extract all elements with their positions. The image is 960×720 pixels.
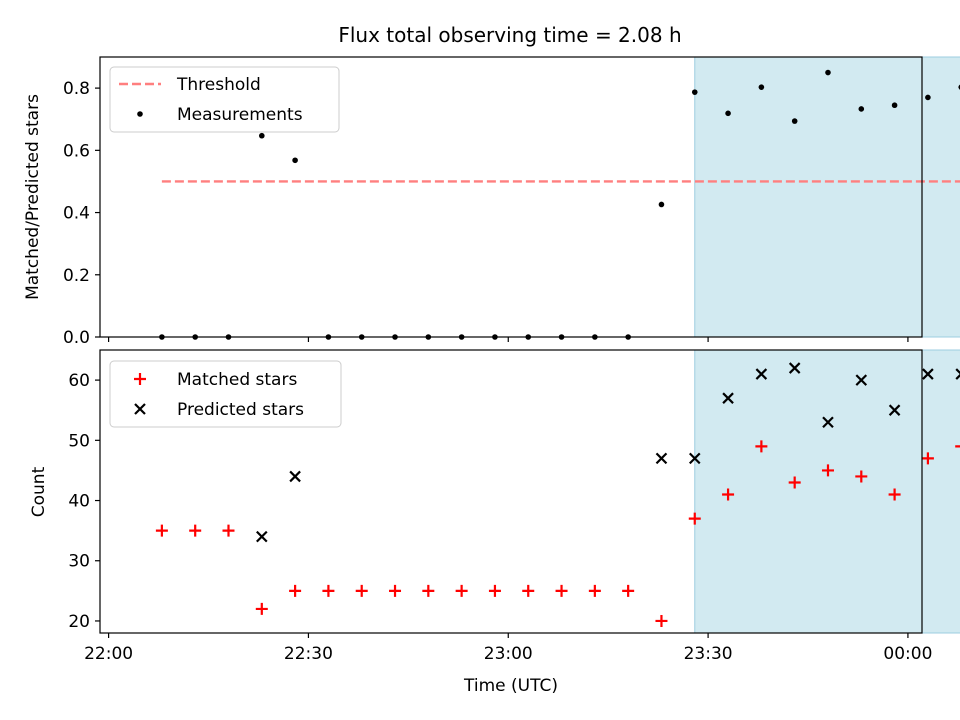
bot-ytick-label-20: 20 (68, 612, 90, 632)
legend-predicted-swatch (134, 403, 146, 415)
top-y-axis-label: Matched/Predicted stars (23, 94, 43, 300)
matched-stars-point-25 (955, 445, 960, 448)
bottom-plot-frame (99, 349, 923, 634)
matched-stars-point-9 (422, 584, 435, 597)
matched-stars-point-22 (855, 470, 868, 483)
bot-ytick-label-50: 50 (68, 431, 90, 451)
matched-stars-point-5 (289, 584, 302, 597)
bottom-shaded-region (694, 349, 960, 634)
measurements-point-17 (691, 89, 698, 95)
matched-stars-point-14 (588, 584, 601, 597)
predicted-stars-point-9 (855, 374, 868, 386)
predicted-stars-point-5 (722, 392, 734, 404)
legend-threshold-label: Threshold (176, 75, 261, 95)
predicted-stars-point-2 (289, 470, 301, 483)
matched-stars-point-12 (522, 584, 535, 597)
top-panel: 0.00.20.40.60.8 Matched/Predicted stars … (23, 56, 960, 348)
measurements-point-24 (925, 94, 931, 101)
xtick-label-22-30: 22:30 (284, 644, 333, 664)
xtick-label-23-00: 23:00 (484, 644, 533, 664)
xtick-label-22-00: 22:00 (84, 644, 133, 664)
top-x-axis-ticks (107, 337, 909, 342)
bot-ytick-label-30: 30 (68, 552, 90, 572)
predicted-stars-point-11 (922, 368, 934, 380)
measurements-point-5 (292, 157, 298, 164)
matched-stars-point-6 (322, 584, 335, 597)
measurements-point-16 (658, 201, 665, 208)
matched-stars-point-23 (888, 488, 901, 501)
bottom-legend: Matched stars Predicted stars (109, 360, 342, 428)
matched-stars-point-21 (821, 464, 834, 477)
legend-matched-swatch (134, 373, 146, 385)
bottom-legend-box (109, 360, 342, 428)
matched-stars-point-11 (488, 584, 501, 597)
xtick-label-23-30: 23:30 (684, 644, 733, 664)
top-ytick-label-0-6: 0.6 (63, 141, 90, 161)
bottom-y-axis-ticks: 20 30 40 50 60 (68, 371, 100, 632)
bottom-x-axis-ticks: 22:0022:3023:0023:3000:0000:3001:0001:30… (84, 633, 932, 664)
measurements-point-21 (825, 69, 831, 76)
predicted-stars-point-6 (755, 368, 768, 380)
predicted-stars-point-7 (788, 362, 801, 374)
legend-matched-label: Matched stars (177, 370, 297, 390)
top-y-axis-ticks: 0.0 0.2 0.4 0.6 0.8 (63, 79, 100, 348)
matched-stars-point-4 (255, 602, 268, 615)
matched-stars-point-8 (389, 584, 402, 597)
matched-stars-point-13 (555, 584, 568, 597)
top-legend: Threshold Measurements (109, 66, 340, 133)
top-ytick-label-0-4: 0.4 (63, 204, 90, 224)
matched-stars-point-3 (222, 524, 235, 537)
top-ytick-label-0-2: 0.2 (63, 266, 90, 286)
measurements-point-23 (891, 102, 898, 109)
matched-stars-point-16 (655, 614, 668, 627)
measurements-point-19 (758, 84, 765, 90)
matched-stars-point-15 (622, 584, 635, 597)
x-axis-label: Time (UTC) (463, 676, 558, 696)
legend-measurements-label: Measurements (177, 105, 303, 125)
matched-stars-point-18 (722, 488, 735, 501)
bottom-y-axis-label: Count (29, 466, 49, 517)
predicted-stars-point-10 (888, 404, 901, 416)
matched-stars-point-20 (788, 476, 801, 489)
measurements-point-18 (725, 110, 731, 117)
predicted-stars-point-3 (655, 452, 668, 465)
bottom-series-layer (155, 362, 960, 627)
matched-stars-point-1 (155, 524, 168, 537)
top-shaded-region (694, 56, 960, 338)
bot-ytick-label-60: 60 (68, 371, 90, 391)
legend-measurements-swatch (137, 111, 143, 117)
measurements-point-22 (858, 106, 865, 112)
top-legend-box (109, 66, 340, 133)
measurements-point-20 (791, 118, 798, 124)
top-ytick-label-0-8: 0.8 (63, 79, 90, 99)
matched-stars-point-7 (355, 584, 368, 597)
bot-ytick-label-40: 40 (68, 492, 90, 512)
matched-stars-point-10 (455, 584, 468, 597)
chart-title: Flux total observing time = 2.08 h (338, 23, 681, 47)
xtick-label-00-00: 00:00 (883, 644, 932, 664)
matched-stars-point-24 (921, 452, 934, 465)
top-ytick-label-0-0: 0.0 (63, 328, 90, 348)
matched-stars-point-2 (189, 524, 202, 537)
predicted-stars-point-4 (688, 452, 701, 465)
matched-stars-point-19 (755, 440, 768, 453)
top-plot-frame (99, 56, 923, 338)
measurements-point-4 (259, 132, 265, 139)
matched-stars-point-17 (688, 512, 701, 525)
predicted-stars-point-8 (822, 416, 834, 429)
predicted-stars-point-1 (256, 530, 268, 543)
legend-predicted-label: Predicted stars (177, 400, 304, 420)
predicted-stars-point-12 (955, 368, 960, 380)
